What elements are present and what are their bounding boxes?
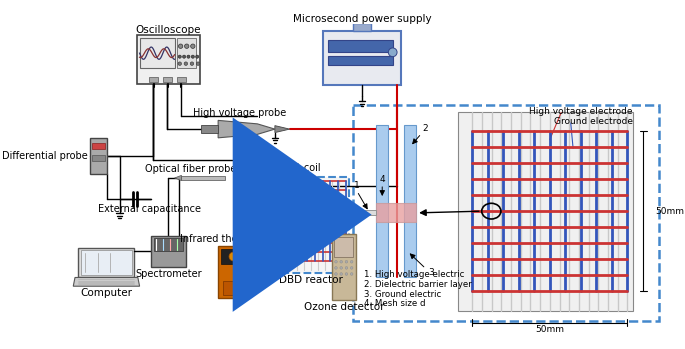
Text: Microsecond power supply: Microsecond power supply bbox=[292, 14, 432, 24]
Text: Differential probe: Differential probe bbox=[2, 151, 88, 161]
Text: 1. High voltage electric: 1. High voltage electric bbox=[364, 270, 464, 280]
Bar bbox=[177, 77, 186, 82]
Circle shape bbox=[388, 48, 397, 57]
Bar bbox=[458, 112, 633, 311]
Bar bbox=[332, 234, 356, 300]
Bar bbox=[353, 23, 371, 31]
Text: Optical fiber probe: Optical fiber probe bbox=[145, 164, 236, 174]
Circle shape bbox=[345, 260, 348, 263]
Bar bbox=[79, 248, 134, 277]
Bar bbox=[151, 236, 186, 267]
Text: Oscilloscope: Oscilloscope bbox=[136, 25, 201, 35]
Bar bbox=[149, 77, 158, 82]
Bar bbox=[221, 249, 246, 265]
Bar bbox=[153, 238, 183, 251]
Bar bbox=[137, 35, 200, 84]
Circle shape bbox=[345, 267, 348, 269]
Circle shape bbox=[350, 260, 353, 263]
Text: DBD reactor: DBD reactor bbox=[279, 275, 343, 285]
Bar bbox=[177, 38, 197, 68]
Bar bbox=[323, 31, 401, 86]
Bar bbox=[360, 210, 376, 215]
Circle shape bbox=[340, 267, 342, 269]
Circle shape bbox=[350, 267, 353, 269]
Bar bbox=[201, 125, 218, 133]
Bar bbox=[92, 155, 105, 161]
Bar bbox=[404, 125, 416, 277]
Circle shape bbox=[184, 44, 189, 49]
Bar bbox=[218, 246, 249, 298]
Circle shape bbox=[178, 55, 182, 58]
Bar bbox=[90, 138, 108, 174]
Text: Computer: Computer bbox=[80, 288, 132, 298]
Text: External capacitance: External capacitance bbox=[98, 205, 201, 214]
Bar bbox=[376, 125, 388, 277]
Circle shape bbox=[184, 62, 188, 65]
Circle shape bbox=[196, 55, 199, 58]
Bar bbox=[353, 105, 659, 321]
Circle shape bbox=[335, 260, 337, 263]
Polygon shape bbox=[275, 126, 290, 133]
Text: Current coil: Current coil bbox=[264, 163, 320, 173]
Circle shape bbox=[335, 273, 337, 275]
Bar bbox=[376, 203, 416, 223]
Bar bbox=[223, 281, 245, 295]
Text: 2. Dielectric barrier layer: 2. Dielectric barrier layer bbox=[364, 280, 472, 289]
Bar bbox=[273, 177, 349, 273]
Text: Ground electrode: Ground electrode bbox=[554, 117, 633, 126]
Circle shape bbox=[190, 44, 195, 49]
Polygon shape bbox=[218, 120, 275, 138]
Polygon shape bbox=[73, 277, 140, 286]
Bar bbox=[163, 77, 172, 82]
Circle shape bbox=[178, 44, 183, 49]
Text: 1: 1 bbox=[354, 181, 360, 190]
Circle shape bbox=[191, 55, 195, 58]
Circle shape bbox=[187, 55, 190, 58]
Bar bbox=[140, 38, 175, 68]
Text: 50mm: 50mm bbox=[656, 207, 684, 216]
Text: 2: 2 bbox=[422, 124, 428, 133]
Text: 3: 3 bbox=[429, 268, 434, 277]
Polygon shape bbox=[175, 175, 182, 180]
Text: 4: 4 bbox=[379, 175, 385, 184]
Circle shape bbox=[345, 273, 348, 275]
Bar bbox=[240, 154, 252, 183]
Circle shape bbox=[340, 260, 342, 263]
Circle shape bbox=[197, 62, 200, 65]
Bar bbox=[182, 176, 225, 180]
Circle shape bbox=[178, 62, 182, 65]
Text: Ozone detector: Ozone detector bbox=[303, 302, 384, 312]
FancyArrowPatch shape bbox=[351, 209, 364, 221]
Bar bbox=[92, 143, 105, 149]
Circle shape bbox=[229, 252, 238, 261]
Circle shape bbox=[340, 273, 342, 275]
Bar bbox=[328, 40, 393, 52]
Text: High voltage probe: High voltage probe bbox=[193, 109, 286, 118]
Text: 3. Ground electric: 3. Ground electric bbox=[364, 290, 441, 299]
Text: High voltage electrode: High voltage electrode bbox=[529, 107, 632, 116]
Bar bbox=[334, 237, 353, 257]
Text: 50mm: 50mm bbox=[535, 325, 564, 334]
Circle shape bbox=[335, 267, 337, 269]
Text: Spectrometer: Spectrometer bbox=[135, 269, 201, 279]
Text: 4. Mesh size d: 4. Mesh size d bbox=[364, 299, 425, 308]
Bar bbox=[328, 56, 393, 65]
Circle shape bbox=[350, 273, 353, 275]
Bar bbox=[81, 251, 132, 275]
Circle shape bbox=[190, 62, 194, 65]
Circle shape bbox=[182, 55, 186, 58]
Text: Infrared thermometer: Infrared thermometer bbox=[180, 234, 286, 244]
